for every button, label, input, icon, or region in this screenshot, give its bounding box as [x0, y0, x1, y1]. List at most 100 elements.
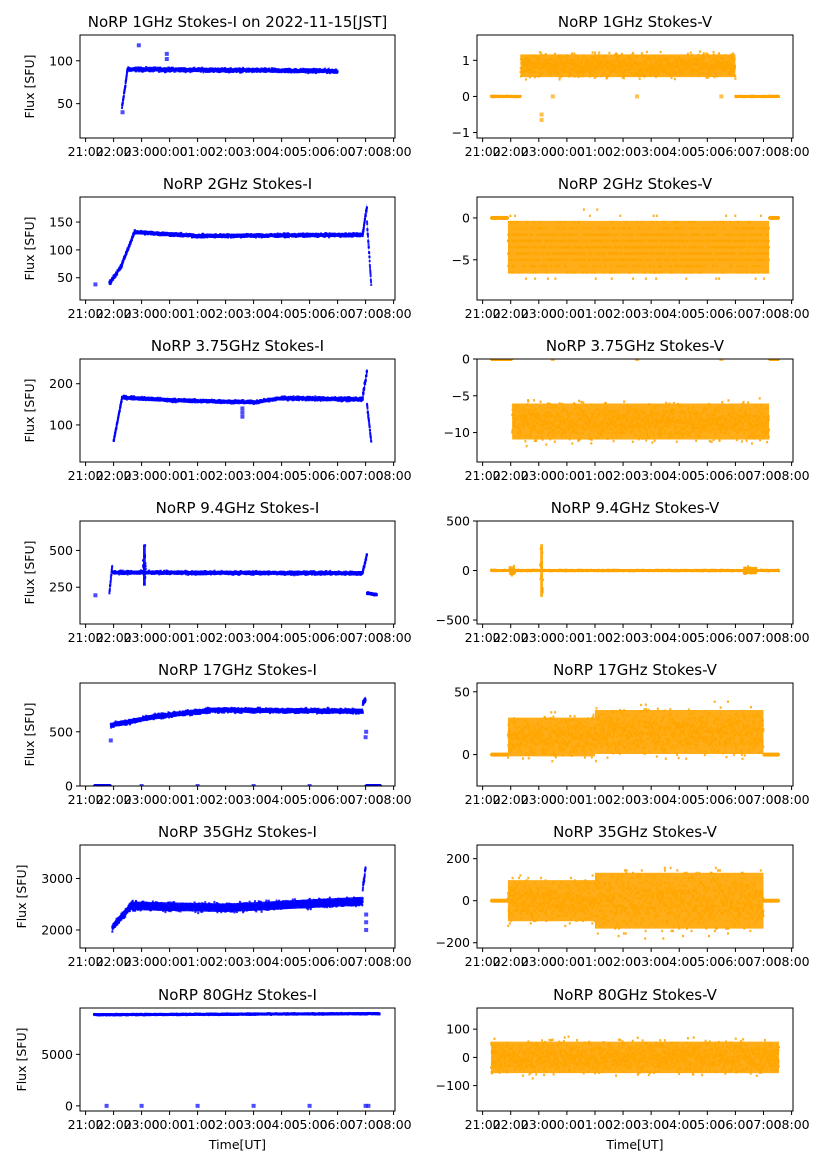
data-point [120, 110, 125, 115]
data-band [109, 263, 122, 286]
data-point [591, 51, 594, 54]
subplot-2ghz-i: NoRP 2GHz Stokes-I21:0022:0023:0000:0001… [22, 175, 412, 321]
x-tick-label: 08:00 [376, 306, 412, 321]
x-tick-label: 05:00 [689, 144, 725, 159]
axes-frame [476, 34, 794, 139]
data-point [164, 57, 169, 62]
data-band [362, 203, 367, 237]
data-point [327, 67, 330, 71]
x-tick-label: 05:00 [292, 144, 328, 159]
y-tick-label: 1 [462, 53, 470, 68]
x-tick-label: 06:00 [717, 144, 753, 159]
x-tick-label: 22:00 [493, 144, 529, 159]
x-tick-label: 06:00 [320, 306, 356, 321]
data-point [191, 236, 194, 239]
data-point [286, 232, 289, 235]
subplot-title: NoRP 2GHz Stokes-I [163, 175, 312, 193]
y-axis-label: Flux [SFU] [22, 55, 37, 119]
subplot-title: NoRP 2GHz Stokes-V [558, 175, 713, 193]
data-point [606, 76, 609, 79]
x-tick-label: 03:00 [236, 306, 272, 321]
data-point [631, 52, 634, 56]
x-tick-label: 01:00 [180, 306, 216, 321]
data-series [93, 203, 373, 287]
data-point [93, 282, 98, 287]
data-point [173, 70, 176, 73]
x-tick-label: 04:00 [661, 144, 697, 159]
data-band [491, 95, 521, 97]
data-point [594, 51, 597, 54]
data-point [109, 282, 112, 285]
data-point [620, 52, 623, 56]
x-tick-label: 07:00 [348, 144, 384, 159]
x-tick-label: 21:00 [68, 306, 104, 321]
data-band [367, 219, 372, 286]
data-point [718, 52, 721, 55]
data-point [133, 229, 136, 232]
data-point [533, 76, 536, 79]
data-series [120, 43, 339, 115]
x-tick-label: 07:00 [348, 306, 384, 321]
x-tick-label: 22:00 [96, 306, 132, 321]
data-point [301, 67, 304, 71]
data-point [640, 52, 643, 55]
data-band [197, 233, 363, 238]
y-tick-label: 150 [49, 215, 73, 230]
x-tick-label: 23:00 [124, 144, 160, 159]
data-point [673, 77, 676, 81]
data-point [707, 76, 710, 79]
data-point [598, 51, 601, 54]
data-point [573, 52, 576, 55]
x-tick-label: 22:00 [96, 144, 132, 159]
data-point [116, 273, 119, 276]
data-point [571, 52, 574, 55]
x-tick-label: 00:00 [152, 144, 188, 159]
x-tick-label: 07:00 [745, 144, 781, 159]
y-tick-label: 50 [57, 270, 73, 285]
subplot-1ghz-v: NoRP 1GHz Stokes-V21:0022:0023:0000:0001… [452, 13, 810, 159]
data-point [546, 277, 549, 280]
data-point [719, 94, 724, 99]
data-band [127, 67, 338, 73]
axes-frame [79, 196, 396, 301]
y-tick-label: 0 [462, 89, 470, 104]
x-tick-label: 02:00 [605, 144, 641, 159]
data-point [699, 50, 702, 53]
data-point [705, 76, 708, 79]
data-point [622, 76, 625, 80]
data-point [538, 51, 541, 54]
data-series [490, 50, 780, 122]
subplot-title: NoRP 1GHz Stokes-I on 2022-11-15[JST] [88, 13, 388, 31]
data-point [550, 94, 555, 99]
x-tick-label: 00:00 [152, 306, 188, 321]
x-tick-label: 05:00 [292, 306, 328, 321]
data-point [136, 43, 141, 48]
data-point [164, 51, 169, 56]
data-point [593, 76, 596, 79]
data-point [540, 52, 543, 55]
data-point [528, 75, 531, 79]
data-point [312, 67, 315, 71]
data-point [316, 235, 319, 239]
x-tick-label: 04:00 [264, 306, 300, 321]
y-tick-label: 50 [57, 96, 73, 111]
subplot-2ghz-v: NoRP 2GHz Stokes-V21:0022:0023:0000:0001… [452, 175, 810, 321]
data-point [635, 94, 640, 99]
y-axis-label: Flux [SFU] [22, 217, 37, 281]
data-point [145, 65, 148, 69]
data-point [539, 112, 544, 117]
data-point [638, 77, 641, 80]
x-tick-label: 21:00 [465, 144, 501, 159]
subplot-title: NoRP 1GHz Stokes-V [558, 13, 713, 31]
x-tick-label: 02:00 [208, 144, 244, 159]
y-tick-label: 100 [49, 53, 73, 68]
x-tick-label: 23:00 [521, 144, 557, 159]
x-tick-label: 03:00 [236, 144, 272, 159]
data-point [260, 67, 263, 70]
data-point [615, 52, 618, 56]
data-point [732, 52, 735, 55]
x-tick-label: 03:00 [633, 144, 669, 159]
data-point [514, 214, 517, 218]
data-point [712, 51, 715, 54]
